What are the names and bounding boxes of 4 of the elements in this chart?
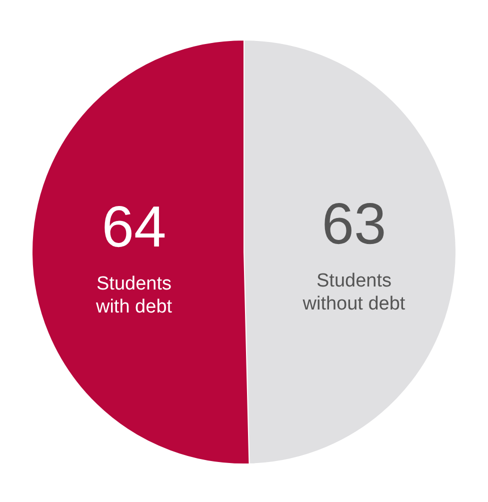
data-label: 63 bbox=[322, 192, 386, 257]
data-label: 64 bbox=[102, 194, 166, 260]
category-label: Students with debt bbox=[96, 273, 172, 318]
category-label: Students without debt bbox=[302, 270, 406, 315]
